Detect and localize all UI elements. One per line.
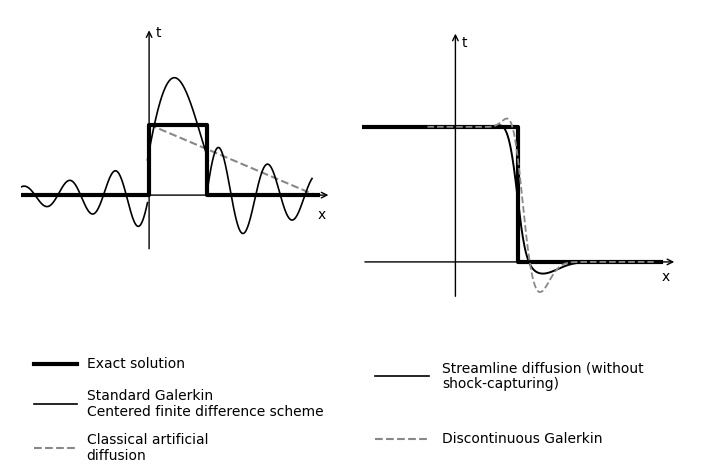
Text: x: x: [317, 208, 326, 222]
Text: t: t: [155, 26, 161, 40]
Text: Standard Galerkin
Centered finite difference scheme: Standard Galerkin Centered finite differ…: [87, 389, 323, 419]
Text: x: x: [661, 270, 670, 284]
Text: Streamline diffusion (without
shock-capturing): Streamline diffusion (without shock-capt…: [442, 361, 644, 391]
Text: Discontinuous Galerkin: Discontinuous Galerkin: [442, 432, 603, 446]
Text: Classical artificial
diffusion: Classical artificial diffusion: [87, 433, 208, 463]
Text: Exact solution: Exact solution: [87, 357, 185, 371]
Text: t: t: [462, 36, 467, 50]
